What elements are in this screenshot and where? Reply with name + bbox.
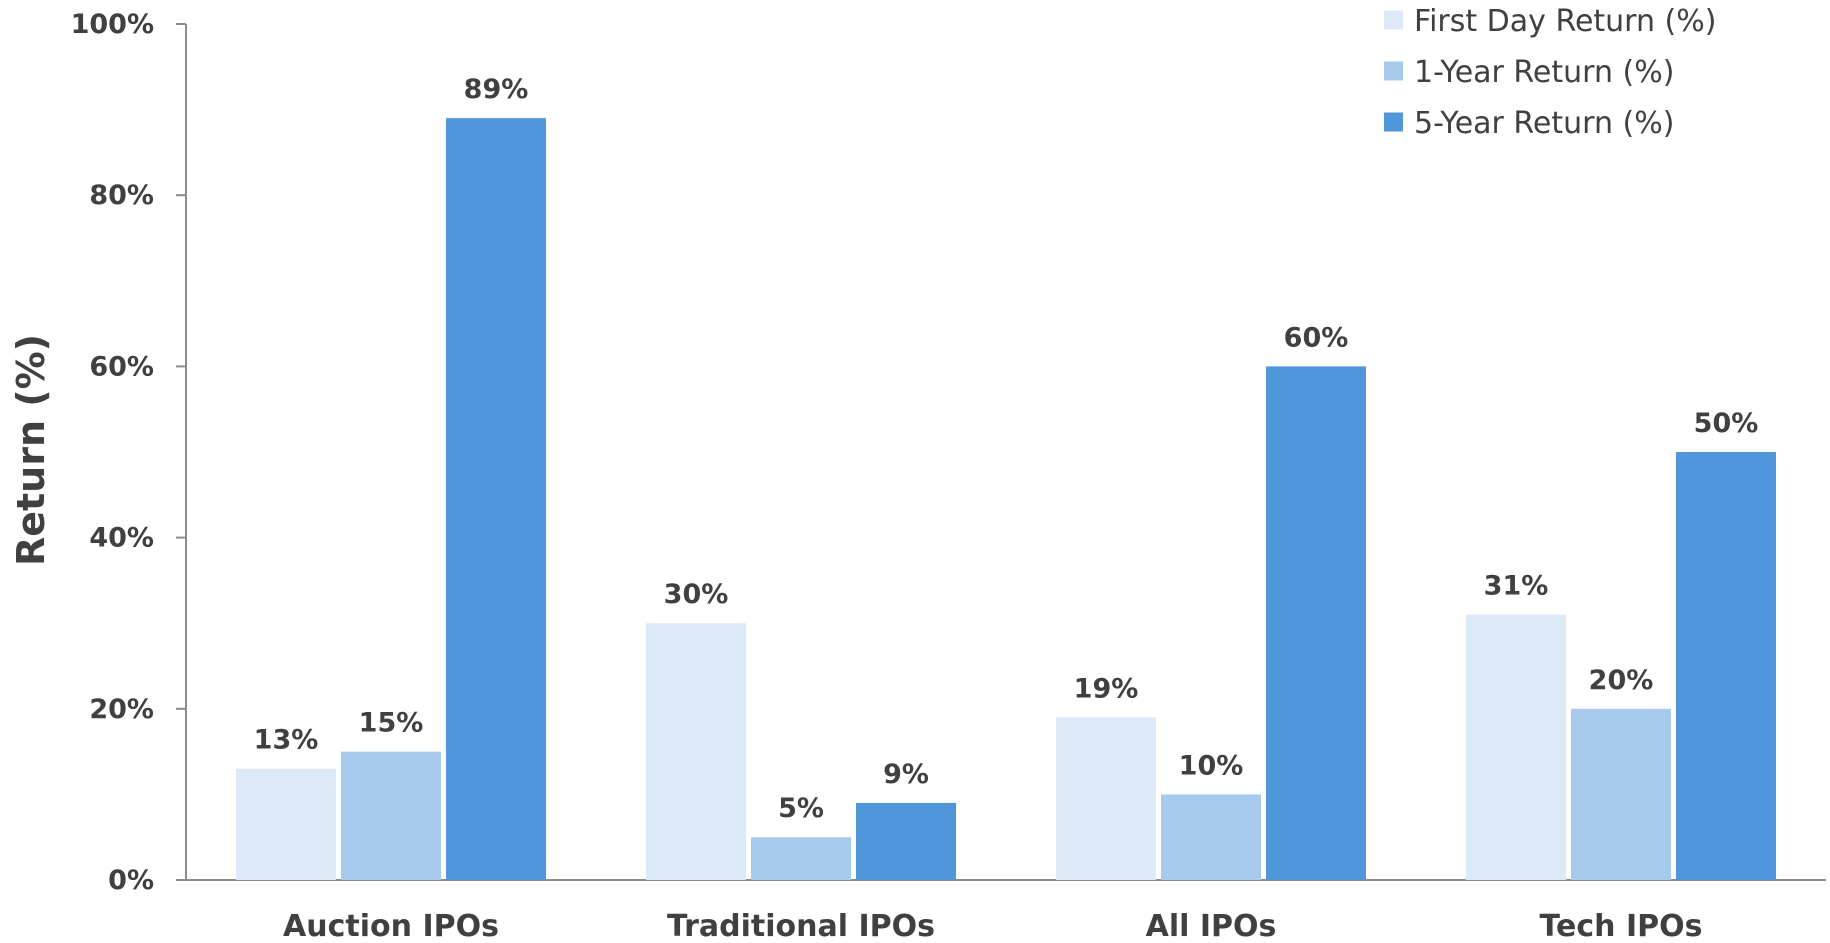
data-label: 60% (1284, 322, 1349, 353)
data-label: 10% (1179, 750, 1244, 781)
x-tick-label: Auction IPOs (283, 909, 499, 943)
legend-swatch (1384, 61, 1403, 81)
data-label: 20% (1589, 665, 1654, 696)
x-tick-label: All IPOs (1146, 909, 1277, 943)
y-axis-title: Return (%) (9, 334, 53, 566)
legend-entry: First Day Return (%) (1414, 4, 1716, 39)
bars (236, 118, 1776, 880)
data-label: 30% (664, 579, 729, 610)
y-tick-label: 80% (89, 180, 154, 211)
y-tick-label: 100% (71, 9, 154, 40)
data-label: 19% (1074, 673, 1139, 704)
bar (446, 118, 546, 880)
data-label: 5% (778, 793, 824, 824)
data-label: 89% (464, 74, 529, 105)
data-label: 9% (883, 759, 929, 790)
data-label: 50% (1694, 408, 1759, 439)
y-tick-label: 60% (89, 351, 154, 382)
bar (751, 837, 851, 880)
y-tick-label: 20% (89, 694, 154, 725)
data-label: 13% (254, 725, 319, 756)
data-label: 31% (1484, 571, 1549, 602)
axes: 0% 20% 40% 60% 80% 100% Auction IPOs Traditiona… (71, 9, 1826, 943)
bar (341, 751, 441, 880)
bar (1056, 717, 1156, 880)
legend-entry: 5-Year Return (%) (1414, 106, 1674, 141)
legend-swatch (1384, 10, 1403, 30)
x-tick-label: Traditional IPOs (667, 909, 935, 943)
bar (646, 623, 746, 880)
legend: First Day Return (%) 1-Year Return (%) 5-Y… (1384, 4, 1716, 141)
x-tick-label: Tech IPOs (1540, 909, 1703, 943)
bar (1466, 614, 1566, 880)
data-labels: 13% 15% 89% 30% 5% 9% 19% 10% 60% 31% 20% 50% (254, 74, 1759, 824)
bar (1266, 366, 1366, 880)
bar (1571, 708, 1671, 880)
y-tick-label: 0% (108, 865, 154, 896)
bar (856, 802, 956, 880)
y-tick-label: 40% (89, 523, 154, 554)
bar (1161, 794, 1261, 880)
legend-swatch (1384, 112, 1403, 132)
legend-entry: 1-Year Return (%) (1414, 55, 1674, 90)
bar (236, 768, 336, 880)
data-label: 15% (359, 708, 424, 739)
bar (1676, 452, 1776, 880)
